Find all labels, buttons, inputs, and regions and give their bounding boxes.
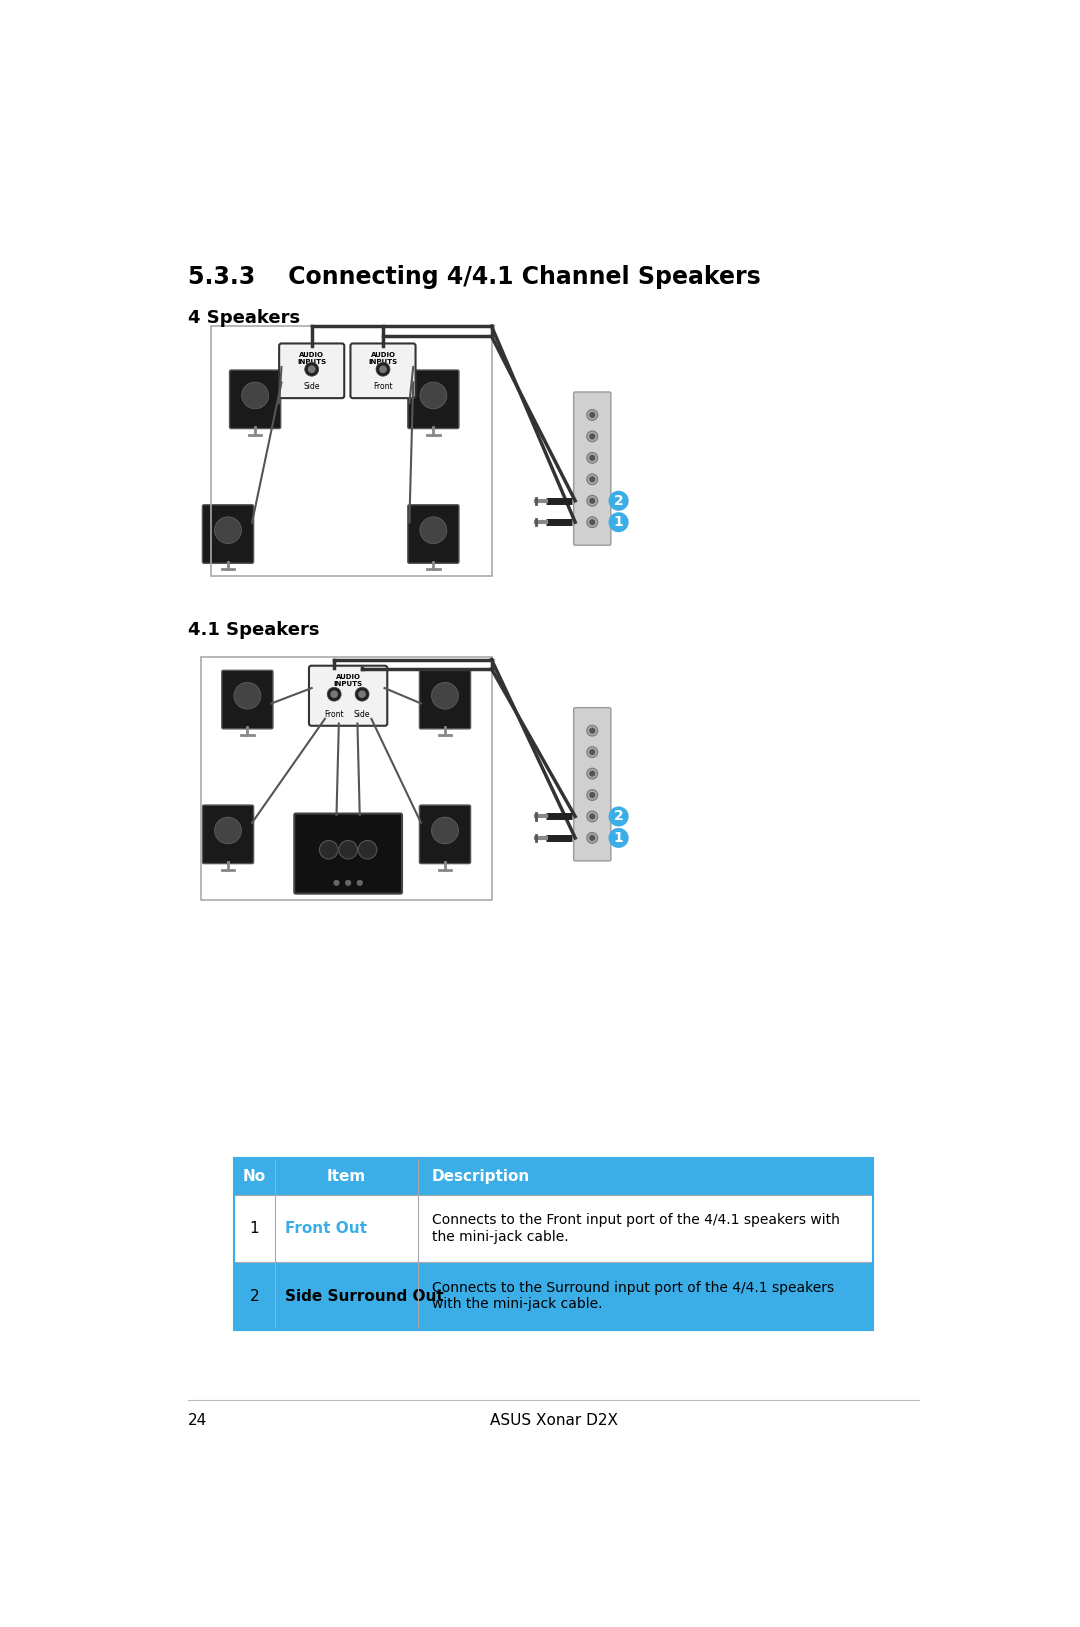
Text: AUDIO
INPUTS: AUDIO INPUTS (297, 351, 326, 364)
Circle shape (586, 431, 597, 443)
FancyBboxPatch shape (408, 504, 459, 563)
Text: Side: Side (354, 709, 370, 719)
FancyBboxPatch shape (309, 665, 388, 726)
Circle shape (590, 477, 595, 482)
FancyBboxPatch shape (419, 805, 471, 864)
Text: 2: 2 (613, 493, 623, 508)
Circle shape (215, 517, 242, 543)
Circle shape (376, 363, 390, 376)
Text: AUDIO
INPUTS: AUDIO INPUTS (334, 674, 363, 687)
Circle shape (590, 835, 595, 841)
Text: Description: Description (432, 1168, 530, 1184)
Text: 1: 1 (613, 516, 623, 529)
Circle shape (432, 682, 458, 709)
Text: Front: Front (374, 382, 393, 390)
Circle shape (242, 382, 269, 408)
Text: Side: Side (303, 382, 320, 390)
FancyBboxPatch shape (573, 392, 611, 545)
Text: 4 Speakers: 4 Speakers (188, 309, 300, 327)
FancyBboxPatch shape (221, 670, 273, 729)
Text: Connects to the Front input port of the 4/4.1 speakers with
the mini-jack cable.: Connects to the Front input port of the … (432, 1214, 840, 1243)
Circle shape (308, 366, 315, 373)
Circle shape (420, 517, 447, 543)
Circle shape (590, 412, 595, 418)
Circle shape (586, 452, 597, 464)
Text: 24: 24 (188, 1414, 207, 1429)
Circle shape (359, 690, 366, 698)
Text: Connects to the Surround input port of the 4/4.1 speakers
with the mini-jack cab: Connects to the Surround input port of t… (432, 1280, 834, 1311)
Text: Side Surround Out: Side Surround Out (285, 1289, 444, 1303)
Circle shape (590, 433, 595, 439)
Circle shape (590, 748, 595, 755)
Text: ASUS Xonar D2X: ASUS Xonar D2X (489, 1414, 618, 1429)
Text: 2: 2 (249, 1289, 259, 1303)
FancyBboxPatch shape (202, 504, 254, 563)
Circle shape (608, 807, 629, 827)
Circle shape (320, 841, 338, 859)
Circle shape (586, 495, 597, 506)
Circle shape (432, 817, 458, 844)
FancyBboxPatch shape (230, 369, 281, 428)
Text: 4.1 Speakers: 4.1 Speakers (188, 622, 320, 639)
Circle shape (379, 366, 387, 373)
Bar (201, 657, 491, 900)
Circle shape (586, 473, 597, 485)
Circle shape (586, 410, 597, 420)
Circle shape (234, 682, 261, 709)
Circle shape (590, 814, 595, 820)
Text: 2: 2 (613, 810, 623, 823)
Circle shape (586, 789, 597, 800)
FancyBboxPatch shape (350, 343, 416, 399)
Circle shape (586, 747, 597, 758)
Circle shape (608, 828, 629, 848)
Circle shape (586, 517, 597, 527)
Bar (234, 1194, 873, 1263)
Circle shape (590, 498, 595, 504)
Circle shape (330, 690, 338, 698)
Text: 5.3.3    Connecting 4/4.1 Channel Speakers: 5.3.3 Connecting 4/4.1 Channel Speakers (188, 265, 760, 288)
Circle shape (590, 792, 595, 799)
Text: 1: 1 (613, 831, 623, 844)
Circle shape (590, 456, 595, 460)
Text: Front Out: Front Out (285, 1222, 367, 1237)
Text: 1: 1 (249, 1222, 259, 1237)
Circle shape (334, 880, 339, 887)
Circle shape (356, 880, 363, 887)
Circle shape (215, 817, 242, 844)
Text: AUDIO
INPUTS: AUDIO INPUTS (368, 351, 397, 364)
Circle shape (608, 491, 629, 511)
FancyBboxPatch shape (294, 814, 402, 893)
Circle shape (586, 768, 597, 779)
FancyBboxPatch shape (419, 670, 471, 729)
Circle shape (359, 841, 377, 859)
Circle shape (420, 382, 447, 408)
Text: Front: Front (324, 709, 345, 719)
Text: No: No (243, 1168, 266, 1184)
FancyBboxPatch shape (279, 343, 345, 399)
Circle shape (355, 687, 369, 701)
Text: Item: Item (326, 1168, 366, 1184)
Circle shape (608, 513, 629, 532)
FancyBboxPatch shape (408, 369, 459, 428)
Circle shape (586, 812, 597, 822)
Circle shape (339, 841, 357, 859)
FancyBboxPatch shape (573, 708, 611, 861)
Circle shape (327, 687, 341, 701)
Circle shape (586, 726, 597, 735)
Bar (234, 1158, 873, 1331)
Bar (234, 1158, 873, 1194)
Circle shape (305, 363, 319, 376)
Bar (211, 325, 491, 576)
FancyBboxPatch shape (202, 805, 254, 864)
Circle shape (590, 727, 595, 734)
Bar (234, 1263, 873, 1331)
Circle shape (590, 771, 595, 776)
Circle shape (586, 833, 597, 843)
Circle shape (590, 519, 595, 526)
Circle shape (345, 880, 351, 887)
